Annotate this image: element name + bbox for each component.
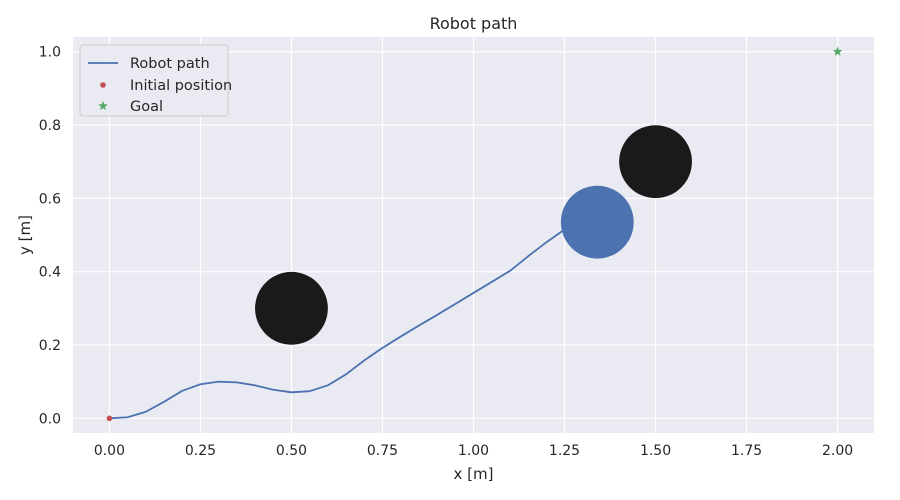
grid-lines bbox=[73, 37, 874, 433]
x-tick-label: 0.75 bbox=[367, 443, 398, 459]
x-tick-label: 0.25 bbox=[185, 443, 216, 459]
chart-title: Robot path bbox=[430, 14, 518, 33]
data-series bbox=[106, 46, 843, 422]
y-tick-label: 0.4 bbox=[39, 265, 61, 281]
y-axis-label: y [m] bbox=[16, 215, 34, 255]
x-tick-label: 1.25 bbox=[549, 443, 580, 459]
y-tick-label: 0.8 bbox=[39, 118, 61, 134]
legend-star-swatch bbox=[98, 101, 108, 111]
series-line-robot-path bbox=[109, 221, 598, 420]
legend-label: Robot path bbox=[130, 56, 210, 72]
y-tick-label: 0.6 bbox=[39, 191, 61, 207]
circle-1 bbox=[619, 125, 692, 199]
legend: Robot path Initial position Goal bbox=[79, 44, 232, 117]
x-tick-label: 1.00 bbox=[458, 443, 489, 459]
y-tick-label: 1.0 bbox=[39, 45, 61, 61]
circle-0 bbox=[255, 271, 328, 345]
circle-2 bbox=[560, 185, 634, 259]
x-tick-label: 0.50 bbox=[276, 443, 307, 459]
y-tick-label: 0.0 bbox=[39, 411, 61, 427]
x-tick-label: 1.75 bbox=[731, 443, 762, 459]
y-axis-ticks: 0.0 0.2 0.4 0.6 0.8 1.0 bbox=[39, 45, 61, 428]
legend-label: Goal bbox=[130, 99, 163, 115]
legend-label: Initial position bbox=[130, 78, 232, 94]
legend-dot-swatch bbox=[100, 82, 106, 88]
x-tick-label: 0.00 bbox=[94, 443, 125, 459]
initial-position-marker bbox=[106, 415, 113, 422]
x-tick-label: 2.00 bbox=[822, 443, 853, 459]
x-axis-label: x [m] bbox=[454, 465, 494, 483]
x-axis-ticks: 0.00 0.25 0.50 0.75 1.00 1.25 1.50 1.75 2.00 bbox=[94, 443, 853, 459]
y-tick-label: 0.2 bbox=[39, 338, 61, 354]
x-tick-label: 1.50 bbox=[640, 443, 671, 459]
obstacle-circles bbox=[255, 125, 692, 345]
goal-marker bbox=[832, 46, 843, 56]
